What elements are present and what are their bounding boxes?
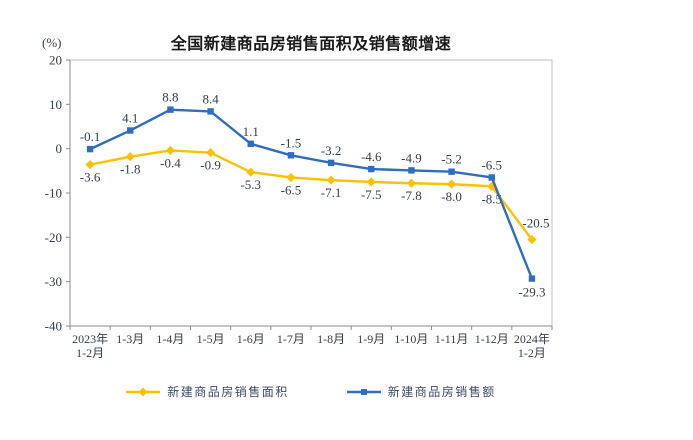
data-point-marker (125, 152, 135, 162)
data-point-marker (528, 275, 536, 282)
x-tick-label: 1-6月 (237, 332, 265, 346)
x-tick-label: 2023年 1-2月 (72, 332, 108, 360)
data-point-marker (127, 127, 134, 134)
y-tick-label: -40 (45, 319, 62, 334)
data-point-marker (205, 148, 216, 158)
legend-item: 新建商品房销售面积 (126, 383, 289, 400)
y-tick-label: 0 (56, 141, 63, 156)
data-point-marker (326, 175, 336, 185)
x-tick-label: 1-12月 (475, 332, 509, 346)
data-label: -4.6 (361, 149, 382, 164)
data-label: 1.1 (243, 124, 259, 139)
chart-title: 全国新建商品房销售面积及销售额增速 (170, 36, 452, 53)
data-label: -3.6 (80, 170, 101, 185)
data-point-marker (488, 174, 495, 181)
y-tick-label: -10 (45, 186, 62, 201)
data-label: -8.5 (481, 191, 502, 206)
chart-legend: 新建商品房销售面积 新建商品房销售额 (0, 383, 622, 400)
data-label: 4.1 (122, 110, 138, 125)
x-tick-label: 1-5月 (197, 332, 225, 346)
y-axis-unit-label: (%) (42, 35, 62, 50)
data-label: -7.8 (401, 188, 422, 203)
legend-line-diamond-swatch (126, 387, 161, 396)
data-point-marker (368, 165, 375, 173)
legend-item: 新建商品房销售额 (346, 383, 496, 400)
data-point-marker (327, 159, 335, 167)
data-point-marker (247, 140, 254, 147)
data-point-marker (527, 234, 537, 245)
data-label: -1.5 (281, 135, 302, 150)
data-point-marker (167, 106, 174, 113)
data-point-marker (207, 108, 214, 115)
data-point-marker (246, 167, 256, 177)
x-tick-label: 1-8月 (317, 332, 345, 346)
data-label: 8.8 (162, 90, 178, 105)
data-label: -3.2 (321, 143, 342, 158)
legend-label: 新建商品房销售额 (387, 385, 496, 399)
y-tick-label: -30 (45, 274, 62, 289)
y-tick-label: 10 (49, 97, 62, 112)
data-label: -0.4 (160, 155, 181, 170)
data-label: -6.5 (481, 157, 502, 172)
data-label: -6.5 (281, 182, 302, 197)
legend-line-square-swatch (346, 388, 381, 395)
y-tick-label: 20 (49, 53, 62, 68)
data-label: -5.2 (441, 152, 462, 167)
data-label: -7.5 (361, 187, 382, 202)
y-tick-label: -20 (45, 230, 62, 245)
data-point-marker (446, 179, 457, 189)
data-label: -7.1 (321, 185, 342, 200)
data-label: -0.1 (80, 129, 101, 144)
x-tick-label: 1-10月 (394, 332, 428, 346)
x-tick-label: 2024年 1-2月 (514, 332, 550, 360)
legend-label: 新建商品房销售面积 (167, 385, 289, 399)
x-tick-label: 1-7月 (277, 332, 305, 346)
data-point-marker (165, 145, 176, 156)
data-label: -4.9 (401, 150, 422, 165)
data-point-marker (366, 177, 376, 187)
data-point-marker (86, 145, 94, 153)
data-label: -8.0 (441, 189, 462, 204)
data-point-marker (408, 167, 415, 174)
data-label: -1.8 (120, 162, 141, 177)
x-tick-label: 1-11月 (435, 332, 469, 346)
data-point-marker (406, 178, 417, 188)
data-label: -20.5 (522, 216, 549, 231)
x-tick-label: 1-9月 (357, 332, 385, 346)
data-point-marker (286, 172, 296, 183)
x-tick-label: 1-4月 (156, 332, 184, 346)
data-point-marker (448, 168, 455, 175)
data-label: -5.3 (240, 177, 261, 192)
sales-amount-line (89, 108, 534, 280)
data-point-marker (287, 152, 295, 159)
x-tick-label: 1-3月 (116, 332, 144, 346)
data-label: 8.4 (202, 91, 219, 106)
data-label: -0.9 (200, 158, 221, 173)
data-label: -29.3 (518, 285, 545, 300)
sales-area-line (89, 149, 533, 241)
plot-border (69, 59, 553, 327)
data-point-marker (85, 160, 95, 170)
